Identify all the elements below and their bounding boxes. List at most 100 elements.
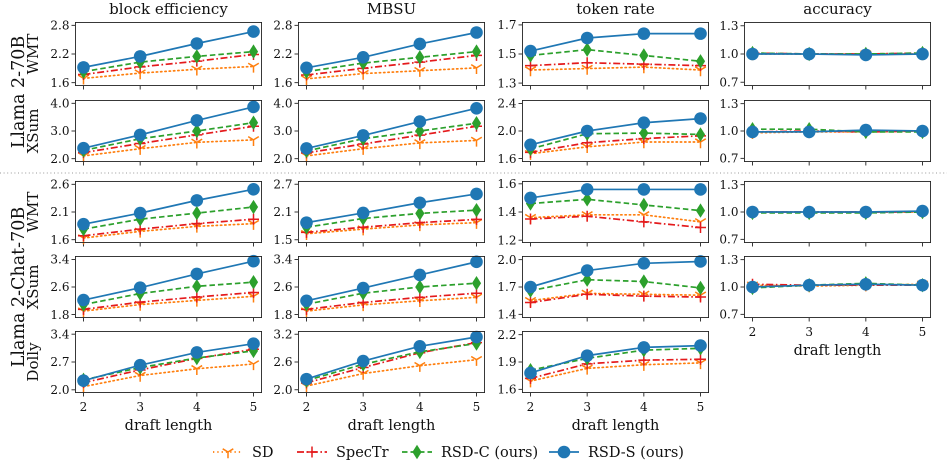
data-point-sd bbox=[191, 138, 203, 149]
subplot-llama-2-70b-wmt-token-rate: 1.3 1.5 1.7 bbox=[497, 18, 710, 90]
x-axis-label: draft length bbox=[794, 343, 882, 359]
series-line-sd bbox=[82, 65, 255, 80]
data-point-rsd-s bbox=[470, 330, 483, 344]
data-point-rsd-s bbox=[694, 112, 707, 125]
data-point-rsd-c bbox=[415, 50, 425, 65]
data-point-rsd-s bbox=[300, 372, 313, 386]
data-point-rsd-s bbox=[580, 31, 594, 45]
legend-item-rsd-c: RSD-C (ours) bbox=[402, 444, 538, 461]
y-tick-label: 1.7 bbox=[497, 18, 516, 32]
data-point-rsd-s bbox=[916, 204, 929, 218]
axes-frame bbox=[74, 180, 263, 243]
y-tick-label: 1.0 bbox=[719, 124, 738, 138]
data-point-rsd-c bbox=[639, 274, 649, 289]
y-tick-label: 0.7 bbox=[719, 308, 738, 322]
x-axis-label: draft length bbox=[348, 418, 436, 434]
dataset-row-label: XSum bbox=[24, 109, 42, 154]
series-line-sd bbox=[529, 141, 702, 155]
model-group-label: Llama 2-Chat-70B bbox=[9, 207, 29, 367]
series-line-sd bbox=[305, 139, 478, 157]
data-point-sd bbox=[581, 64, 593, 75]
data-point-rsd-s bbox=[190, 267, 204, 281]
subplot-llama-2-chat-70b-dolly-block-efficiency: 2.0 2.7 3.4 bbox=[50, 327, 263, 397]
y-tick-label: 2.6 bbox=[50, 280, 69, 294]
data-point-rsd-s bbox=[580, 349, 594, 362]
data-point-rsd-s bbox=[916, 278, 929, 292]
plot-area bbox=[298, 100, 485, 162]
subplot-llama-2-chat-70b-dolly-mbsu: 2.0 2.6 3.2 bbox=[273, 327, 486, 397]
subplot-llama-2-70b-xsum-token-rate: 1.6 2.0 2.4 bbox=[497, 97, 710, 166]
data-point-rsd-c bbox=[639, 197, 649, 213]
series-line-spectr bbox=[83, 125, 254, 154]
data-point-spectr bbox=[581, 57, 593, 69]
y-tick-label: 1.5 bbox=[497, 47, 516, 61]
plot-area bbox=[298, 22, 485, 86]
data-point-rsd-s bbox=[524, 280, 537, 294]
data-point-rsd-s bbox=[524, 366, 537, 380]
data-point-rsd-s bbox=[190, 37, 204, 50]
data-point-rsd-c bbox=[415, 206, 425, 221]
data-point-spectr bbox=[525, 297, 536, 308]
axes-frame bbox=[522, 22, 710, 86]
data-point-rsd-s bbox=[859, 48, 873, 62]
x-tick-label: 5 bbox=[473, 400, 481, 414]
data-point-rsd-s bbox=[133, 50, 147, 63]
series-line-rsd-c bbox=[530, 198, 701, 212]
series-line-rsd-c bbox=[530, 48, 701, 63]
data-point-rsd-s bbox=[190, 114, 204, 127]
y-tick-label: 1.5 bbox=[273, 233, 292, 247]
series-line-rsd-c bbox=[83, 281, 254, 306]
axes-frame bbox=[744, 22, 932, 86]
series-line-rsd-c bbox=[83, 206, 254, 230]
data-point-rsd-s bbox=[413, 196, 427, 210]
y-tick-label: 1.6 bbox=[50, 76, 69, 90]
series-line-rsd-s bbox=[306, 336, 477, 380]
data-point-rsd-s bbox=[694, 339, 707, 352]
y-tick-label: 2.2 bbox=[50, 47, 69, 61]
column-title-token-rate: token rate bbox=[576, 0, 655, 18]
data-point-spectr bbox=[581, 210, 593, 222]
data-point-rsd-c bbox=[248, 44, 259, 59]
subplot-llama-2-chat-70b-dolly-token-rate: 1.6 1.9 2.2 bbox=[497, 328, 710, 397]
data-point-rsd-s bbox=[77, 374, 90, 387]
plot-area bbox=[75, 100, 262, 162]
y-tick-label: 1.0 bbox=[719, 47, 738, 61]
data-point-rsd-s bbox=[524, 44, 537, 58]
axes-frame bbox=[74, 22, 263, 86]
subplot-llama-2-chat-70b-wmt-token-rate: 1.2 1.4 1.6 bbox=[497, 177, 710, 247]
y-tick-label: 1.8 bbox=[273, 308, 292, 322]
data-point-rsd-c bbox=[192, 123, 202, 139]
data-point-sd bbox=[191, 65, 203, 76]
data-point-rsd-s bbox=[356, 206, 370, 220]
legend-item-spectr: SpecTr bbox=[297, 445, 389, 461]
data-point-rsd-s bbox=[356, 354, 370, 368]
series-line-rsd-c bbox=[530, 132, 701, 150]
series-line-spectr bbox=[306, 292, 477, 311]
column-title-mbsu: MBSU bbox=[367, 0, 416, 18]
data-point-rsd-s bbox=[470, 102, 483, 115]
data-point-sd bbox=[470, 136, 483, 147]
subplot-llama-2-chat-70b-wmt-accuracy: 0.7 1.0 1.3 bbox=[719, 178, 932, 247]
y-tick-label: 2.0 bbox=[50, 152, 69, 166]
data-point-rsd-c bbox=[192, 279, 202, 294]
axes-frame bbox=[298, 99, 486, 162]
series-line-rsd-s bbox=[83, 342, 254, 382]
data-point-rsd-s bbox=[746, 125, 759, 139]
series-line-rsd-s bbox=[83, 30, 254, 69]
series-line-sd bbox=[529, 213, 702, 223]
data-point-rsd-s bbox=[802, 205, 816, 219]
y-tick-label: 0.7 bbox=[719, 233, 738, 247]
data-point-rsd-s bbox=[413, 268, 427, 282]
y-tick-label: 1.4 bbox=[497, 308, 516, 322]
subplot-llama-2-chat-70b-xsum-token-rate: 1.4 1.7 2.0 bbox=[497, 253, 710, 322]
data-point-sd bbox=[414, 66, 426, 77]
legend-marker-diamond-icon bbox=[412, 444, 422, 460]
data-point-sd bbox=[357, 144, 369, 155]
legend-label: SpecTr bbox=[336, 445, 389, 461]
data-point-rsd-s bbox=[694, 27, 707, 40]
data-point-rsd-s bbox=[637, 27, 651, 40]
series-line-rsd-s bbox=[306, 261, 477, 302]
data-point-rsd-s bbox=[470, 187, 483, 201]
series-line-rsd-c bbox=[306, 282, 477, 306]
data-point-sd bbox=[247, 360, 260, 371]
